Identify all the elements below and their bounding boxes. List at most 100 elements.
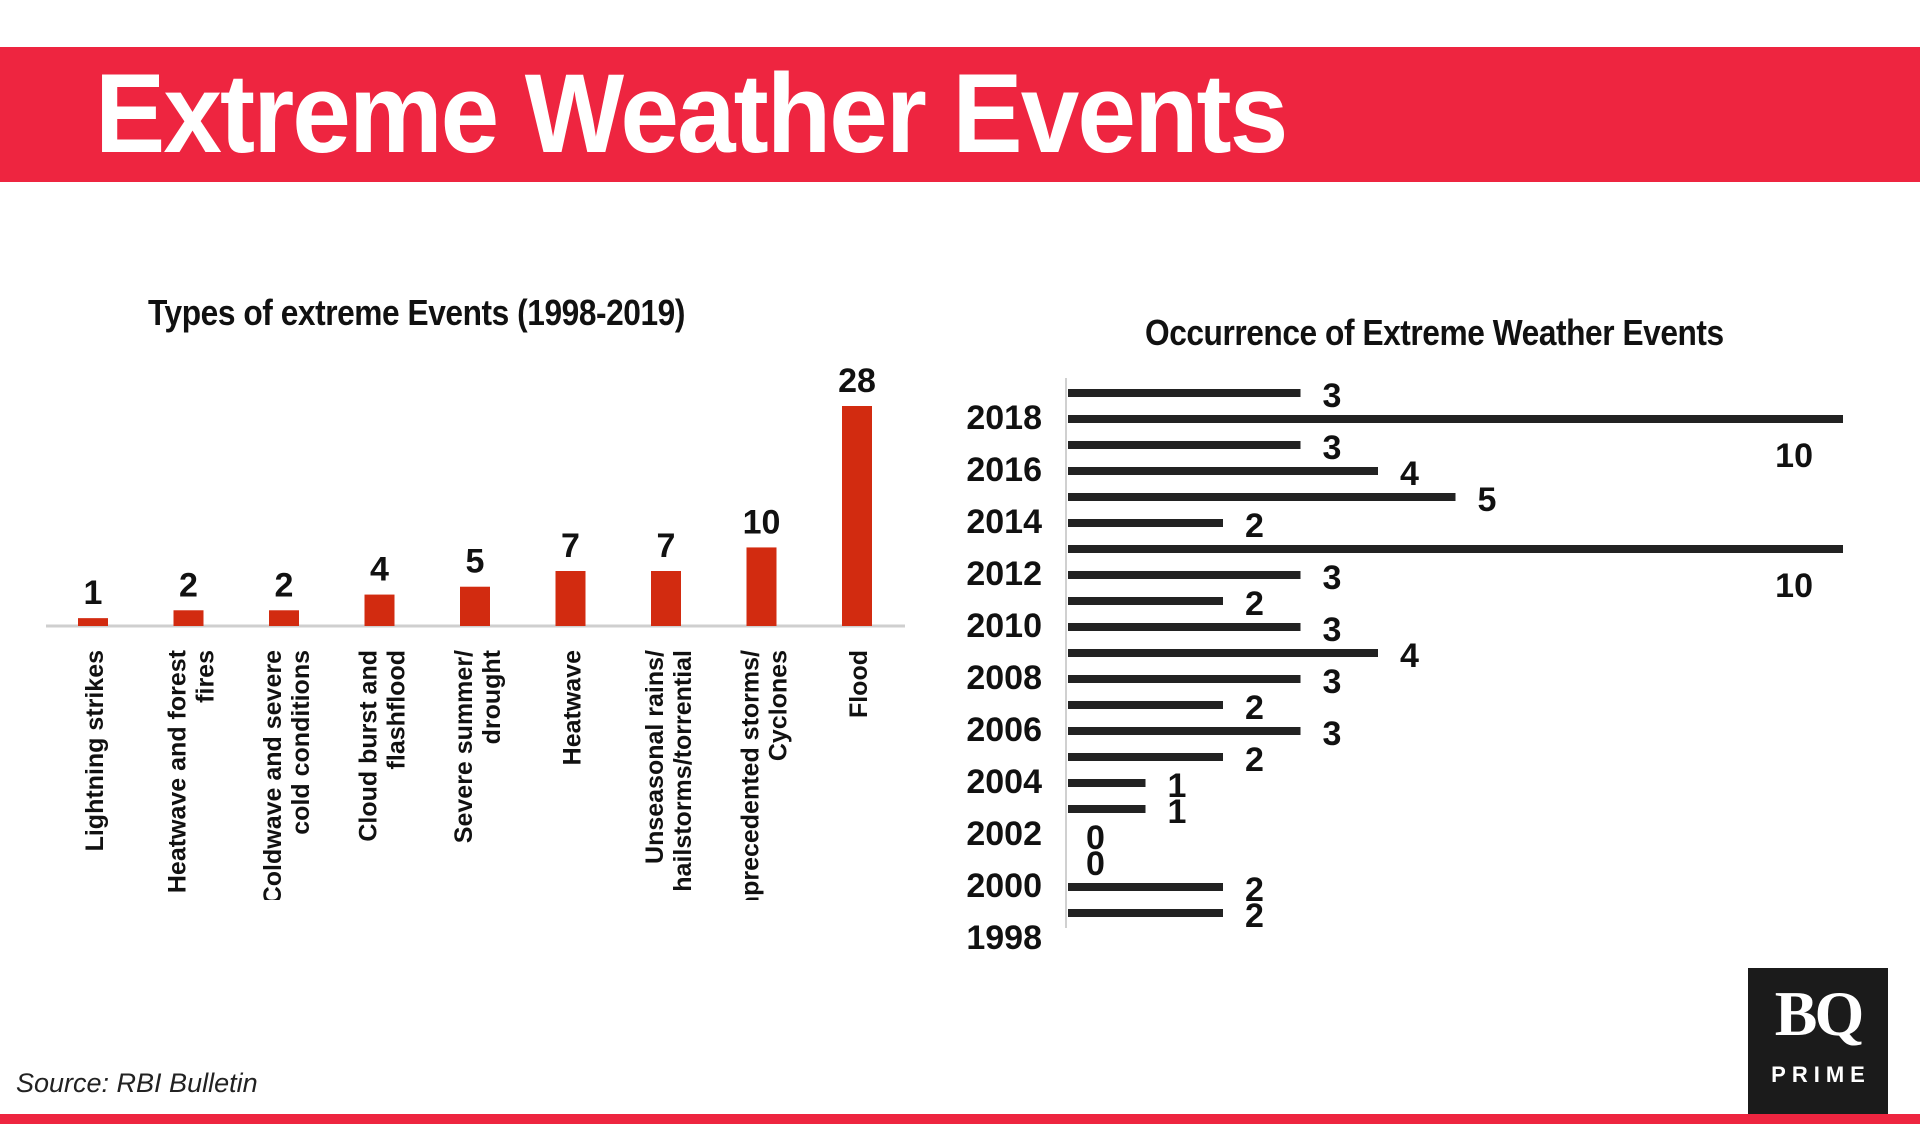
tick-label: cold conditions [287,650,315,835]
data-label: 2 [1245,507,1264,545]
bar [651,571,681,626]
category-label: Coldwave and severe cold conditions [259,650,315,900]
bar [1068,571,1301,579]
bar [842,406,872,626]
year-tick-label: 2008 [966,659,1042,697]
tick-label: Heatwave and forest [164,649,192,893]
bottom-rule [0,1114,1920,1124]
bar [1068,545,1843,553]
data-label: 3 [1323,715,1342,753]
bar [1068,883,1223,891]
tick-label: Coldwave and severe [259,650,287,900]
tick-label: Cyclones [765,650,793,761]
category-label: Flood [845,650,873,718]
data-label: 3 [1323,559,1342,597]
data-label: 4 [1400,455,1419,493]
data-label: 2 [275,566,294,604]
data-label: 2 [179,566,198,604]
data-label: 10 [1775,437,1813,475]
bar [269,610,299,626]
bar [460,586,490,626]
bar [746,547,777,626]
year-tick-label: 2006 [966,711,1042,749]
bar [1068,441,1301,449]
bar [1068,493,1456,501]
data-label: 1 [1168,767,1187,805]
year-tick-label: 2004 [966,763,1042,801]
tick-label: Severe summer/ [450,650,478,843]
category-label: Cloud burst and flashflood [355,650,411,842]
bar [1068,597,1223,605]
tick-label: hailstorms/torrential [669,650,697,892]
bar [1068,675,1301,683]
bar [1068,467,1378,475]
bar [78,618,108,626]
category-label: Heatwave [559,650,587,765]
data-label: 3 [1323,663,1342,701]
data-label: 7 [561,527,580,565]
bar [1068,389,1301,397]
year-tick-label: 2018 [966,399,1042,437]
year-tick-label: 2000 [966,867,1042,905]
data-label: 4 [1400,637,1419,675]
year-tick-label: 2016 [966,451,1042,489]
category-label: Severe summer/drought [450,649,506,843]
tick-label: Lightning strikes [81,650,109,851]
bar [1068,649,1378,657]
data-label: 2 [1245,585,1264,623]
logo-subtitle: PRIME [1771,1062,1871,1087]
bq-prime-logo: BQ PRIME [1748,968,1888,1114]
bar [1068,727,1301,735]
bar [364,594,395,626]
data-label: 5 [1478,481,1497,519]
data-label: 28 [838,362,876,400]
bar [1068,623,1301,631]
data-label: 2 [1245,871,1264,909]
category-label: Unseasonal rains/hailstorms/torrential [641,650,697,892]
category-label: Unprecedented storms/Cyclones [737,650,793,900]
bar [1068,753,1223,761]
category-label: Lightning strikes [81,650,109,851]
year-tick-label: 2014 [966,503,1042,541]
data-label: 10 [1775,567,1813,605]
year-tick-label: 2012 [966,555,1042,593]
data-label: 3 [1323,429,1342,467]
data-label: 3 [1323,377,1342,415]
bar [1068,415,1843,423]
page-title: Extreme Weather Events [95,51,1288,176]
bar [1068,779,1146,787]
tick-label: Unprecedented storms/ [737,650,765,900]
tick-label: Heatwave [559,650,587,765]
data-label: 2 [1245,741,1264,779]
tick-label: Flood [845,650,873,718]
bar [1068,805,1146,813]
data-label: 3 [1323,611,1342,649]
occurrence-bar-chart: 2018201620142012201020082006200420022000… [966,377,1843,957]
right-chart-title: Occurrence of Extreme Weather Events [1145,312,1724,353]
bar [173,610,204,626]
category-label: Heatwave and forest fires [164,649,220,893]
data-label: 1 [1168,793,1187,831]
data-label: 7 [657,527,676,565]
year-tick-label: 2010 [966,607,1042,645]
data-label: 10 [743,503,781,541]
bar [1068,519,1223,527]
types-bar-chart: 1 Lightning strikes 2 Heatwave and forest fi… [46,362,905,900]
data-label: 2 [1245,897,1264,935]
tick-label: Cloud burst and [355,650,383,842]
data-label: 0 [1086,819,1105,857]
header-banner [0,47,1920,182]
left-chart-title: Types of extreme Events (1998-2019) [148,292,685,333]
tick-label: drought [478,649,506,744]
bar [555,571,586,626]
tick-label: Unseasonal rains/ [641,650,669,864]
logo-mark: BQ [1774,978,1864,1049]
data-label: 2 [1245,689,1264,727]
year-tick-label: 2002 [966,815,1042,853]
bar [1068,909,1223,917]
tick-label: flashflood [383,650,411,769]
data-label: 4 [370,551,389,589]
source-note: Source: RBI Bulletin [16,1068,258,1098]
data-label: 5 [466,543,485,581]
data-label: 0 [1086,845,1105,883]
